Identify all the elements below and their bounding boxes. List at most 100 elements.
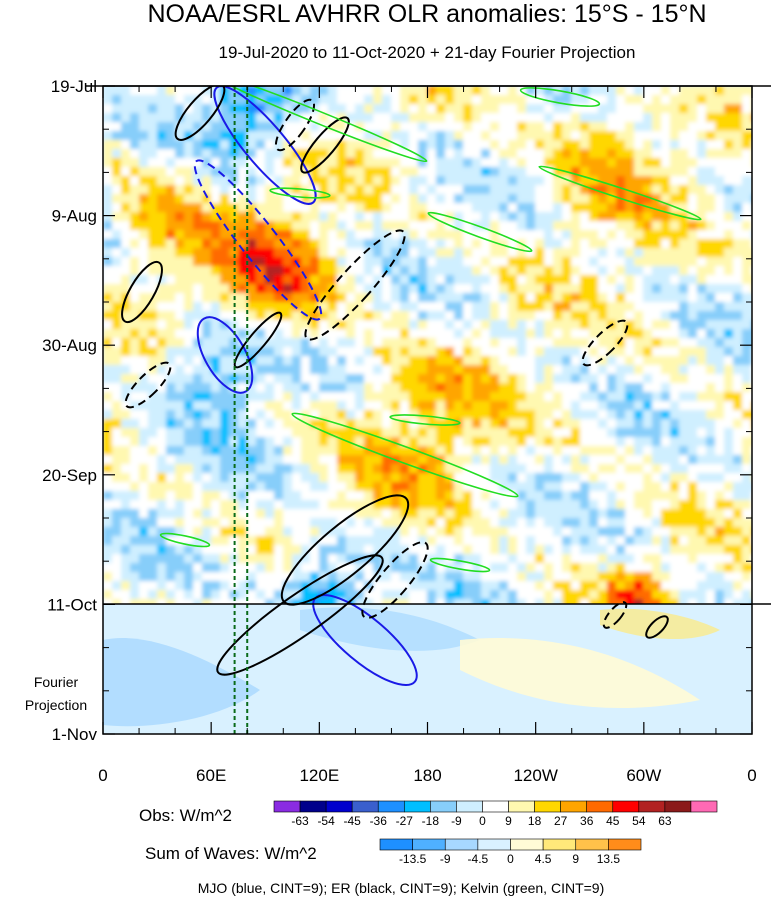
anomaly-cell — [103, 536, 113, 546]
anomaly-cell — [238, 248, 248, 258]
anomaly-cell — [544, 230, 554, 240]
anomaly-cell — [454, 347, 464, 357]
er-contour — [300, 116, 350, 174]
anomaly-cell — [652, 491, 662, 501]
anomaly-cell — [535, 356, 545, 366]
anomaly-cell — [715, 437, 725, 447]
anomaly-cell — [337, 149, 347, 159]
anomaly-cell — [697, 320, 707, 330]
anomaly-cell — [283, 167, 293, 177]
anomaly-cell — [355, 149, 365, 159]
anomaly-cell — [562, 572, 572, 582]
anomaly-cell — [652, 149, 662, 159]
anomaly-cell — [544, 293, 554, 303]
anomaly-cell — [112, 230, 122, 240]
anomaly-cell — [643, 338, 653, 348]
anomaly-cell — [157, 392, 167, 402]
anomaly-cell — [148, 473, 158, 483]
anomaly-cell — [418, 590, 428, 600]
anomaly-cell — [391, 176, 401, 186]
anomaly-cell — [652, 248, 662, 258]
anomaly-cell — [652, 518, 662, 528]
anomaly-cell — [274, 86, 284, 96]
anomaly-cell — [445, 86, 455, 96]
anomaly-cell — [436, 329, 446, 339]
anomaly-cell — [355, 95, 365, 105]
anomaly-cell — [508, 590, 518, 600]
anomaly-cell — [346, 455, 356, 465]
anomaly-cell — [571, 347, 581, 357]
anomaly-cell — [310, 203, 320, 213]
anomaly-cell — [184, 95, 194, 105]
anomaly-cell — [139, 554, 149, 564]
anomaly-cell — [175, 284, 185, 294]
anomaly-cell — [607, 104, 617, 114]
anomaly-cell — [679, 590, 689, 600]
anomaly-cell — [265, 410, 275, 420]
anomaly-cell — [634, 194, 644, 204]
anomaly-cell — [733, 446, 743, 456]
anomaly-cell — [157, 149, 167, 159]
anomaly-cell — [679, 473, 689, 483]
anomaly-cell — [652, 500, 662, 510]
anomaly-cell — [247, 221, 257, 231]
anomaly-cell — [319, 248, 329, 258]
anomaly-cell — [103, 293, 113, 303]
anomaly-cell — [724, 320, 734, 330]
anomaly-cell — [400, 383, 410, 393]
anomaly-cell — [130, 149, 140, 159]
anomaly-cell — [193, 401, 203, 411]
anomaly-cell — [535, 194, 545, 204]
anomaly-cell — [103, 86, 113, 96]
anomaly-cell — [292, 347, 302, 357]
anomaly-cell — [427, 140, 437, 150]
anomaly-cell — [733, 365, 743, 375]
anomaly-cell — [400, 248, 410, 258]
anomaly-cell — [670, 194, 680, 204]
anomaly-cell — [652, 437, 662, 447]
anomaly-cell — [265, 347, 275, 357]
anomaly-cell — [157, 131, 167, 141]
anomaly-cell — [706, 194, 716, 204]
x-axis: 0 60E 120E 180 120W 60W 0 — [98, 86, 757, 785]
anomaly-cell — [472, 500, 482, 510]
anomaly-cell — [139, 437, 149, 447]
anomaly-cell — [418, 347, 428, 357]
anomaly-cell — [256, 185, 266, 195]
anomaly-cell — [571, 266, 581, 276]
anomaly-cell — [418, 95, 428, 105]
anomaly-cell — [526, 473, 536, 483]
anomaly-cell — [328, 437, 338, 447]
anomaly-cell — [175, 455, 185, 465]
anomaly-cell — [679, 455, 689, 465]
anomaly-cell — [319, 113, 329, 123]
anomaly-cell — [625, 563, 635, 573]
anomaly-cell — [715, 113, 725, 123]
anomaly-cell — [580, 464, 590, 474]
anomaly-cell — [535, 329, 545, 339]
anomaly-cell — [418, 383, 428, 393]
anomaly-cell — [535, 122, 545, 132]
anomaly-cell — [274, 428, 284, 438]
anomaly-cell — [175, 374, 185, 384]
anomaly-cell — [517, 185, 527, 195]
anomaly-cell — [328, 518, 338, 528]
anomaly-cell — [130, 158, 140, 168]
anomaly-cell — [319, 428, 329, 438]
anomaly-cell — [202, 374, 212, 384]
anomaly-cell — [670, 320, 680, 330]
anomaly-cell — [346, 509, 356, 519]
anomaly-cell — [409, 221, 419, 231]
anomaly-cell — [616, 140, 626, 150]
anomaly-cell — [193, 572, 203, 582]
anomaly-cell — [427, 95, 437, 105]
anomaly-cell — [463, 302, 473, 312]
anomaly-cell — [328, 482, 338, 492]
anomaly-cell — [202, 572, 212, 582]
anomaly-cell — [364, 437, 374, 447]
anomaly-cell — [724, 221, 734, 231]
anomaly-cell — [598, 392, 608, 402]
anomaly-cell — [355, 113, 365, 123]
anomaly-cell — [301, 491, 311, 501]
anomaly-cell — [688, 158, 698, 168]
